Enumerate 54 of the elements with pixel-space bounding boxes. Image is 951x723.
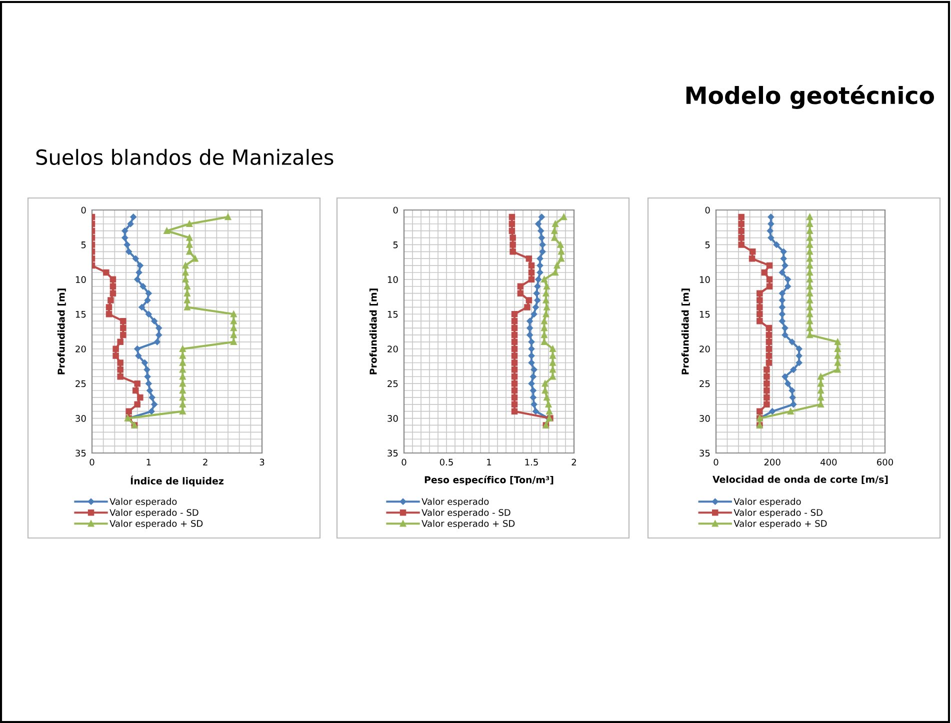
y-axis-title: Profundidad [m]	[369, 288, 378, 374]
x-tick-label: 1	[487, 458, 492, 466]
y-tick-label: 30	[388, 415, 398, 422]
x-tick-label: 0	[402, 458, 406, 466]
x-tick-label: 1	[146, 458, 151, 466]
y-tick-label: 35	[700, 450, 710, 457]
y-tick-label: 25	[700, 380, 710, 388]
x-axis-title: Peso específico [Ton/m³]	[424, 476, 554, 486]
legend-label: Valor esperado	[734, 498, 801, 507]
chart-subtitle: Suelos blandos de Manizales	[36, 148, 334, 166]
y-tick-label: 15	[76, 310, 86, 318]
chart-title: Modelo geotécnico	[686, 85, 934, 109]
y-tick-label: 15	[388, 310, 398, 318]
x-tick-label: 0.5	[440, 458, 453, 466]
x-tick-label: 400	[820, 458, 837, 466]
x-tick-label: 2	[572, 458, 576, 466]
x-tick-label: 2	[203, 458, 208, 466]
y-tick-label: 30	[700, 415, 710, 422]
y-tick-label: 5	[705, 242, 710, 248]
y-tick-label: 5	[81, 242, 86, 248]
y-tick-label: 35	[76, 450, 86, 457]
y-tick-label: 20	[388, 346, 398, 352]
x-tick-label: 600	[877, 458, 894, 466]
x-axis-title: Velocidad de onda de corte [m/s]	[712, 476, 888, 484]
y-tick-label: 0	[393, 206, 398, 214]
x-tick-label: 3	[260, 458, 264, 466]
x-tick-label: 0	[90, 458, 94, 466]
y-tick-label: 25	[76, 380, 86, 388]
legend-label: Valor esperado - SD	[110, 508, 198, 518]
y-tick-label: 0	[705, 206, 710, 214]
y-tick-label: 0	[81, 206, 86, 214]
x-tick-label: 1.5	[525, 458, 538, 466]
legend-label: Valor esperado + SD	[110, 520, 203, 529]
y-axis-title: Profundidad [m]	[57, 288, 66, 374]
legend-label: Valor esperado - SD	[422, 508, 510, 518]
legend-label: Valor esperado + SD	[422, 520, 515, 529]
y-tick-label: 30	[76, 415, 86, 422]
y-tick-label: 20	[700, 346, 710, 352]
y-tick-label: 10	[700, 276, 710, 283]
legend-label: Valor esperado + SD	[734, 520, 827, 529]
y-tick-label: 15	[700, 310, 710, 318]
legend-label: Valor esperado	[110, 498, 177, 507]
y-tick-label: 5	[393, 242, 398, 248]
y-axis-title: Profundidad [m]	[681, 288, 690, 374]
x-axis-title: Índice de liquidez	[130, 476, 224, 486]
x-tick-label: 200	[764, 458, 780, 466]
y-tick-label: 20	[76, 346, 86, 352]
y-tick-label: 25	[388, 380, 398, 388]
y-tick-label: 10	[76, 276, 86, 283]
y-tick-label: 10	[388, 276, 398, 283]
x-tick-label: 0	[714, 458, 718, 466]
legend-label: Valor esperado - SD	[734, 508, 822, 518]
y-tick-label: 35	[388, 450, 398, 457]
legend-label: Valor esperado	[422, 498, 489, 507]
